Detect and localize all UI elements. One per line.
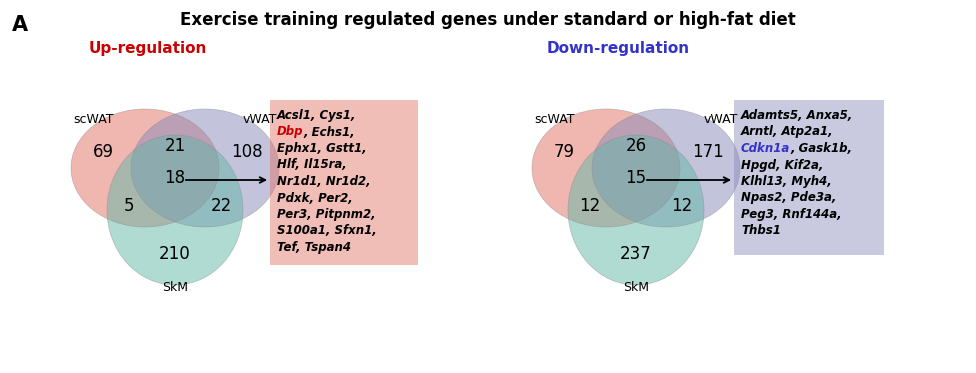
Ellipse shape <box>107 135 243 285</box>
Text: A: A <box>12 15 28 35</box>
Text: 237: 237 <box>620 245 652 263</box>
Ellipse shape <box>592 109 740 227</box>
Text: 26: 26 <box>626 137 646 155</box>
Text: S100a1, Sfxn1,: S100a1, Sfxn1, <box>277 225 377 238</box>
Text: scWAT: scWAT <box>73 113 113 126</box>
Text: 69: 69 <box>93 143 113 161</box>
Ellipse shape <box>532 109 680 227</box>
Text: SkM: SkM <box>623 281 649 294</box>
Text: Npas2, Pde3a,: Npas2, Pde3a, <box>741 191 836 204</box>
Text: 171: 171 <box>692 143 724 161</box>
Text: 15: 15 <box>626 169 646 187</box>
Text: 210: 210 <box>159 245 191 263</box>
Text: Ephx1, Gstt1,: Ephx1, Gstt1, <box>277 142 367 155</box>
Text: 21: 21 <box>164 137 185 155</box>
Text: Cdkn1a: Cdkn1a <box>741 142 791 155</box>
Text: Nr1d1, Nr1d2,: Nr1d1, Nr1d2, <box>277 175 371 188</box>
Text: Exercise training regulated genes under standard or high-fat diet: Exercise training regulated genes under … <box>181 11 795 29</box>
Text: , Echs1,: , Echs1, <box>304 125 355 138</box>
Text: Acsl1, Cys1,: Acsl1, Cys1, <box>277 109 356 122</box>
Text: , Gask1b,: , Gask1b, <box>791 142 852 155</box>
FancyBboxPatch shape <box>270 100 418 265</box>
Ellipse shape <box>71 109 219 227</box>
Text: Klhl13, Myh4,: Klhl13, Myh4, <box>741 175 832 188</box>
Text: 18: 18 <box>164 169 185 187</box>
Text: Arntl, Atp2a1,: Arntl, Atp2a1, <box>741 125 834 138</box>
Text: Pdxk, Per2,: Pdxk, Per2, <box>277 191 352 204</box>
Text: 22: 22 <box>211 197 231 215</box>
Text: Per3, Pitpnm2,: Per3, Pitpnm2, <box>277 208 376 221</box>
FancyBboxPatch shape <box>734 100 884 255</box>
Text: Dbp: Dbp <box>277 125 304 138</box>
Ellipse shape <box>568 135 704 285</box>
Text: Thbs1: Thbs1 <box>741 225 781 238</box>
Text: 79: 79 <box>553 143 575 161</box>
Ellipse shape <box>131 109 279 227</box>
Text: 108: 108 <box>231 143 263 161</box>
Text: Hlf, Il15ra,: Hlf, Il15ra, <box>277 159 346 172</box>
Text: vWAT: vWAT <box>704 113 738 126</box>
Text: 5: 5 <box>124 197 135 215</box>
Text: Hpgd, Kif2a,: Hpgd, Kif2a, <box>741 159 824 172</box>
Text: Adamts5, Anxa5,: Adamts5, Anxa5, <box>741 109 853 122</box>
Text: Up-regulation: Up-regulation <box>89 41 207 56</box>
Text: vWAT: vWAT <box>243 113 277 126</box>
Text: scWAT: scWAT <box>534 113 575 126</box>
Text: Down-regulation: Down-regulation <box>547 41 690 56</box>
Text: 12: 12 <box>580 197 600 215</box>
Text: SkM: SkM <box>162 281 188 294</box>
Text: Peg3, Rnf144a,: Peg3, Rnf144a, <box>741 208 841 221</box>
Text: 12: 12 <box>671 197 693 215</box>
Text: Tef, Tspan4: Tef, Tspan4 <box>277 241 351 254</box>
